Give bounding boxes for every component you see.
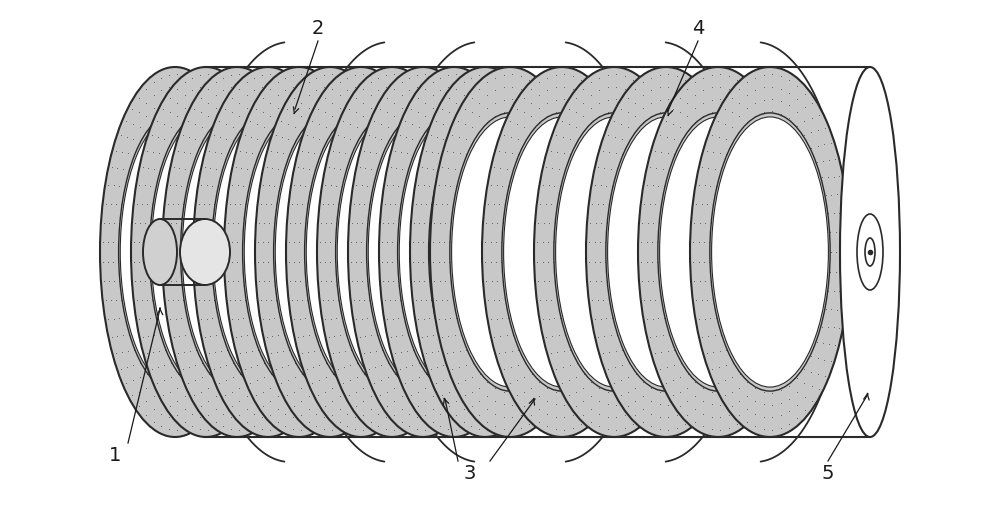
Ellipse shape — [180, 220, 230, 285]
Ellipse shape — [193, 68, 343, 437]
Ellipse shape — [638, 68, 798, 437]
Ellipse shape — [275, 118, 385, 387]
Ellipse shape — [430, 118, 540, 387]
Ellipse shape — [399, 118, 509, 387]
Ellipse shape — [213, 118, 323, 387]
Ellipse shape — [306, 118, 416, 387]
Text: 5: 5 — [822, 464, 834, 483]
Ellipse shape — [337, 118, 447, 387]
Ellipse shape — [100, 68, 250, 437]
Ellipse shape — [690, 68, 850, 437]
Ellipse shape — [368, 118, 478, 387]
Ellipse shape — [712, 118, 828, 387]
Ellipse shape — [452, 118, 568, 387]
Ellipse shape — [131, 68, 281, 437]
Text: 4: 4 — [692, 19, 704, 37]
Ellipse shape — [608, 118, 724, 387]
Ellipse shape — [534, 68, 694, 437]
Ellipse shape — [244, 118, 354, 387]
Ellipse shape — [162, 68, 312, 437]
Ellipse shape — [410, 68, 560, 437]
Ellipse shape — [379, 68, 529, 437]
Ellipse shape — [182, 118, 292, 387]
Text: 3: 3 — [464, 464, 476, 483]
Ellipse shape — [556, 118, 672, 387]
Ellipse shape — [482, 68, 642, 437]
Ellipse shape — [143, 220, 177, 285]
Ellipse shape — [660, 118, 776, 387]
Ellipse shape — [120, 118, 230, 387]
Ellipse shape — [504, 118, 620, 387]
Text: 1: 1 — [109, 445, 121, 465]
Ellipse shape — [840, 68, 900, 437]
Ellipse shape — [224, 68, 374, 437]
Ellipse shape — [430, 68, 590, 437]
Ellipse shape — [348, 68, 498, 437]
Ellipse shape — [255, 68, 405, 437]
Ellipse shape — [151, 118, 261, 387]
Text: 2: 2 — [312, 19, 324, 37]
Ellipse shape — [586, 68, 746, 437]
Ellipse shape — [317, 68, 467, 437]
Ellipse shape — [286, 68, 436, 437]
